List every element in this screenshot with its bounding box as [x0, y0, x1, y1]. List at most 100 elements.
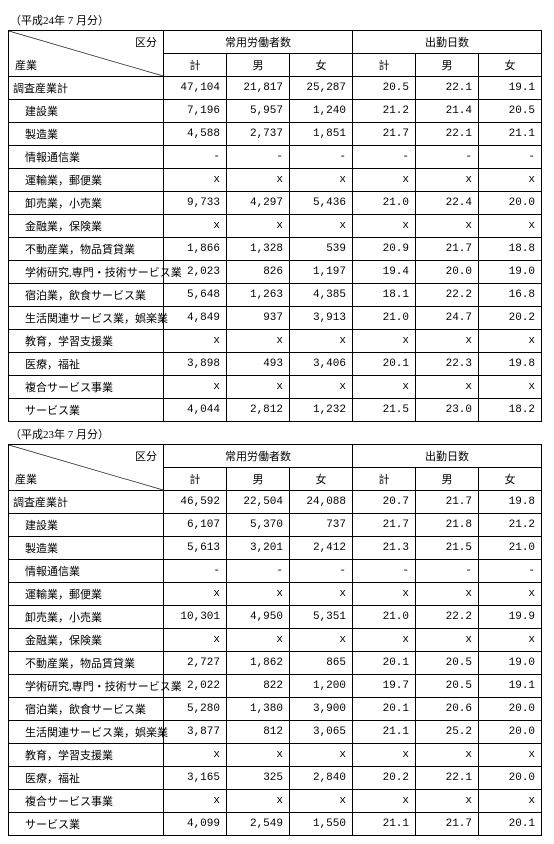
data-cell: 21.0 — [479, 537, 542, 560]
data-cell: x — [290, 744, 353, 767]
header-subcol: 計 — [353, 54, 416, 77]
data-cell: 2,727 — [164, 652, 227, 675]
data-cell: 4,849 — [164, 307, 227, 330]
data-cell: 3,913 — [290, 307, 353, 330]
data-cell: 1,328 — [227, 238, 290, 261]
data-cell: x — [290, 583, 353, 606]
data-cell: 5,648 — [164, 284, 227, 307]
data-cell: - — [227, 146, 290, 169]
data-cell: 19.9 — [479, 606, 542, 629]
data-cell: 7,196 — [164, 100, 227, 123]
row-label: 運輸業，郵便業 — [9, 169, 164, 192]
data-cell: 19.0 — [479, 652, 542, 675]
data-cell: 6,107 — [164, 514, 227, 537]
data-cell: 46,592 — [164, 491, 227, 514]
data-cell: 5,613 — [164, 537, 227, 560]
data-cell: x — [416, 583, 479, 606]
data-cell: x — [164, 790, 227, 813]
data-cell: 1,550 — [290, 813, 353, 836]
header-group-days: 出勤日数 — [353, 31, 542, 54]
data-cell: 20.5 — [479, 100, 542, 123]
data-cell: x — [164, 330, 227, 353]
data-cell: 2,412 — [290, 537, 353, 560]
data-cell: 812 — [227, 721, 290, 744]
data-cell: 539 — [290, 238, 353, 261]
data-cell: x — [353, 583, 416, 606]
data-cell: - — [353, 146, 416, 169]
data-cell: 47,104 — [164, 77, 227, 100]
data-cell: 20.0 — [479, 767, 542, 790]
table-row: 調査産業計46,59222,50424,08820.721.719.8 — [9, 491, 542, 514]
table-row: 生活関連サービス業，娯楽業3,8778123,06521.125.220.0 — [9, 721, 542, 744]
data-cell: 21.1 — [479, 123, 542, 146]
header-subcol: 計 — [164, 54, 227, 77]
data-cell: x — [290, 169, 353, 192]
data-cell: 24,088 — [290, 491, 353, 514]
table-row: 宿泊業，飲食サービス業5,6481,2634,38518.122.216.8 — [9, 284, 542, 307]
row-label: 医療，福祉 — [9, 353, 164, 376]
data-cell: 21.2 — [353, 100, 416, 123]
row-label: 卸売業，小売業 — [9, 606, 164, 629]
row-label: 教育，学習支援業 — [9, 330, 164, 353]
data-cell: 826 — [227, 261, 290, 284]
data-cell: - — [164, 560, 227, 583]
period-label: （平成24年 7 月分） — [10, 12, 546, 28]
data-cell: 822 — [227, 675, 290, 698]
table-row: 教育，学習支援業xxxxxx — [9, 330, 542, 353]
data-cell: x — [227, 215, 290, 238]
header-diagonal: 区分産業 — [9, 445, 164, 491]
table-row: 卸売業，小売業10,3014,9505,35121.022.219.9 — [9, 606, 542, 629]
row-label: 情報通信業 — [9, 560, 164, 583]
row-label: 複合サービス事業 — [9, 790, 164, 813]
data-cell: 21,817 — [227, 77, 290, 100]
data-cell: 1,851 — [290, 123, 353, 146]
row-label: 不動産業，物品賃貸業 — [9, 652, 164, 675]
data-cell: 21.0 — [353, 606, 416, 629]
data-cell: x — [227, 376, 290, 399]
data-cell: 20.5 — [416, 652, 479, 675]
table-row: サービス業4,0442,8121,23221.523.018.2 — [9, 399, 542, 422]
row-label: 複合サービス事業 — [9, 376, 164, 399]
data-cell: 21.7 — [416, 238, 479, 261]
row-label: 卸売業，小売業 — [9, 192, 164, 215]
data-cell: 4,099 — [164, 813, 227, 836]
data-cell: 4,297 — [227, 192, 290, 215]
data-cell: x — [479, 376, 542, 399]
data-cell: 22.1 — [416, 767, 479, 790]
data-cell: x — [479, 583, 542, 606]
table-row: 卸売業，小売業9,7334,2975,43621.022.420.0 — [9, 192, 542, 215]
data-cell: x — [353, 215, 416, 238]
data-cell: 21.1 — [353, 813, 416, 836]
data-cell: - — [416, 146, 479, 169]
row-label: 生活関連サービス業，娯楽業 — [9, 307, 164, 330]
data-cell: 20.6 — [416, 698, 479, 721]
data-cell: x — [164, 376, 227, 399]
data-cell: 19.4 — [353, 261, 416, 284]
data-cell: x — [353, 629, 416, 652]
data-cell: 22,504 — [227, 491, 290, 514]
table-row: 医療，福祉3,8984933,40620.122.319.8 — [9, 353, 542, 376]
data-cell: x — [290, 790, 353, 813]
data-cell: 325 — [227, 767, 290, 790]
table-row: 複合サービス事業xxxxxx — [9, 376, 542, 399]
data-cell: 21.3 — [353, 537, 416, 560]
data-cell: 20.7 — [353, 491, 416, 514]
data-cell: - — [479, 146, 542, 169]
data-cell: 25,287 — [290, 77, 353, 100]
table-row: 生活関連サービス業，娯楽業4,8499373,91321.024.720.2 — [9, 307, 542, 330]
table-row: 建設業6,1075,37073721.721.821.2 — [9, 514, 542, 537]
data-cell: x — [164, 629, 227, 652]
data-cell: 21.5 — [416, 537, 479, 560]
data-cell: 20.2 — [479, 307, 542, 330]
data-cell: 1,862 — [227, 652, 290, 675]
data-cell: 3,898 — [164, 353, 227, 376]
table-row: 金融業，保険業xxxxxx — [9, 215, 542, 238]
row-label: 金融業，保険業 — [9, 629, 164, 652]
data-cell: x — [290, 330, 353, 353]
data-cell: 5,957 — [227, 100, 290, 123]
row-label: 生活関連サービス業，娯楽業 — [9, 721, 164, 744]
data-cell: x — [479, 330, 542, 353]
row-label: 建設業 — [9, 100, 164, 123]
data-cell: 20.2 — [353, 767, 416, 790]
data-table: 区分産業常用労働者数出勤日数計男女計男女調査産業計46,59222,50424,… — [8, 444, 542, 836]
